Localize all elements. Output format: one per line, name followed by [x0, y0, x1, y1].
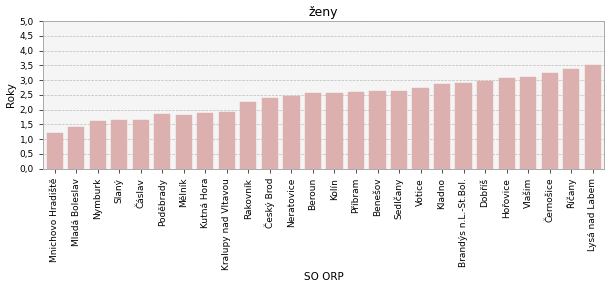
Bar [391, 91, 407, 169]
Bar [133, 120, 149, 169]
Bar [412, 88, 429, 169]
Bar [584, 65, 601, 169]
Bar [305, 94, 321, 169]
Title: ženy: ženy [309, 5, 339, 18]
Bar [520, 77, 536, 169]
Bar [111, 120, 127, 169]
Bar [348, 92, 364, 169]
Bar [326, 92, 343, 169]
Y-axis label: Roky: Roky [5, 82, 16, 107]
Bar [176, 115, 192, 169]
Bar [456, 83, 472, 169]
Bar [90, 121, 106, 169]
Bar [68, 126, 84, 169]
Bar [542, 73, 558, 169]
Bar [284, 96, 300, 169]
Bar [498, 78, 515, 169]
Bar [262, 98, 278, 169]
Bar [198, 113, 214, 169]
Bar [370, 91, 386, 169]
Bar [477, 81, 493, 169]
X-axis label: SO ORP: SO ORP [304, 272, 343, 283]
Bar [434, 84, 450, 169]
Bar [219, 112, 235, 169]
Bar [240, 102, 256, 169]
Bar [47, 133, 63, 169]
Bar [563, 69, 579, 169]
Bar [154, 114, 170, 169]
